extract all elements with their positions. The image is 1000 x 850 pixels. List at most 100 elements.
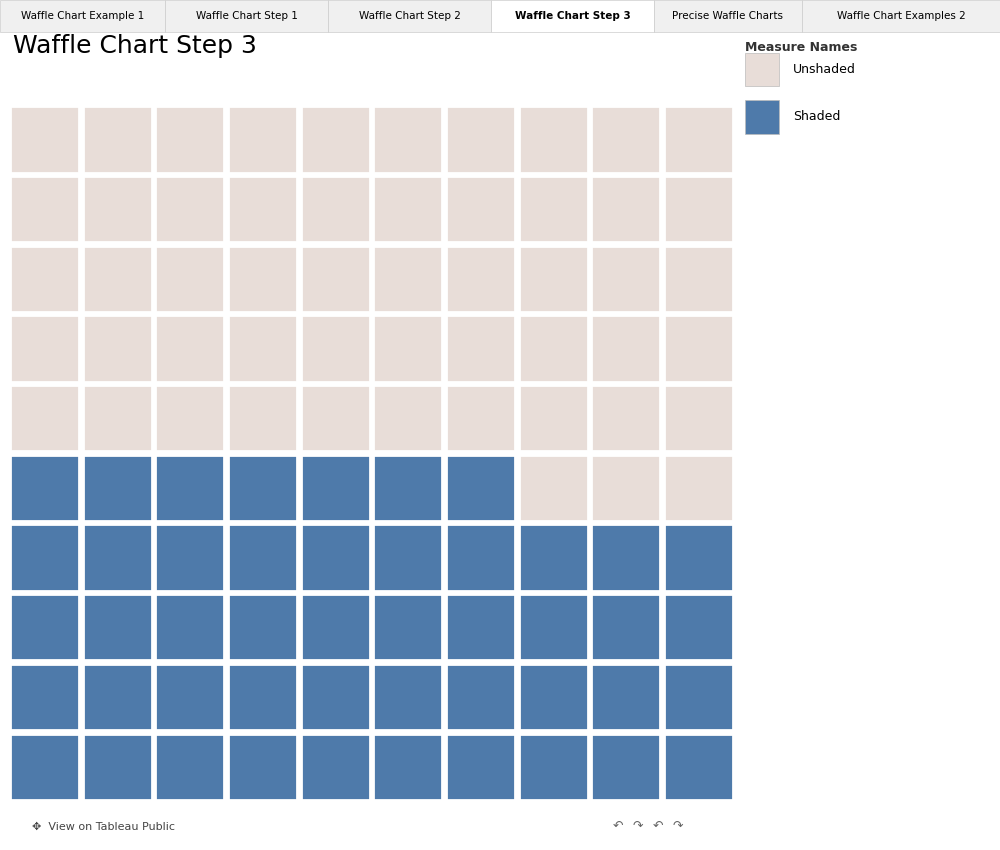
Bar [446,315,515,382]
Bar [10,594,79,660]
Text: ✥  View on Tableau Public: ✥ View on Tableau Public [32,822,175,831]
Bar [373,106,442,173]
Bar [373,594,442,660]
Bar [10,524,79,591]
Bar [10,385,79,451]
Bar [591,385,660,451]
Bar [491,0,654,32]
Text: Waffle Chart Step 3: Waffle Chart Step 3 [515,11,630,21]
Bar [83,524,152,591]
Bar [10,734,79,800]
Text: Waffle Chart Step 1: Waffle Chart Step 1 [196,11,297,21]
Bar [446,106,515,173]
Text: Waffle Chart Step 3: Waffle Chart Step 3 [13,34,257,58]
Bar [519,734,588,800]
Bar [165,0,328,32]
Bar [83,455,152,521]
Bar [155,664,224,730]
Bar [591,524,660,591]
Bar [155,385,224,451]
Bar [591,455,660,521]
Bar [591,246,660,312]
Bar [446,246,515,312]
Bar [664,176,733,242]
Bar [446,176,515,242]
Bar [10,455,79,521]
Text: Waffle Chart Example 1: Waffle Chart Example 1 [21,11,144,21]
Bar [10,664,79,730]
Bar [301,385,370,451]
Bar [155,524,224,591]
Text: ↷: ↷ [633,820,643,833]
Bar [519,664,588,730]
Bar [519,594,588,660]
Bar [301,734,370,800]
Bar [519,246,588,312]
Bar [373,385,442,451]
Bar [228,734,297,800]
Bar [373,734,442,800]
Bar [664,455,733,521]
Bar [745,100,779,133]
Bar [664,664,733,730]
Bar [745,53,779,86]
Text: ↷: ↷ [673,820,683,833]
Bar [802,0,1000,32]
Bar [446,455,515,521]
Text: Measure Names: Measure Names [745,41,857,54]
Bar [155,246,224,312]
Bar [373,315,442,382]
Bar [519,524,588,591]
Bar [664,385,733,451]
Bar [373,246,442,312]
Bar [228,246,297,312]
Bar [591,176,660,242]
Bar [446,664,515,730]
Bar [10,106,79,173]
Bar [10,246,79,312]
Bar [519,455,588,521]
Bar [83,734,152,800]
Bar [155,315,224,382]
Bar [83,385,152,451]
Bar [519,315,588,382]
Bar [228,385,297,451]
Text: Waffle Chart Step 2: Waffle Chart Step 2 [359,11,460,21]
Bar [228,524,297,591]
Bar [301,315,370,382]
Bar [10,315,79,382]
Bar [0,0,165,32]
Bar [301,455,370,521]
Bar [373,455,442,521]
Bar [155,594,224,660]
Bar [654,0,802,32]
Bar [519,106,588,173]
Bar [301,106,370,173]
Bar [591,734,660,800]
Bar [10,176,79,242]
Bar [373,664,442,730]
Bar [83,246,152,312]
Bar [301,176,370,242]
Bar [155,734,224,800]
Text: Unshaded: Unshaded [793,63,856,76]
Bar [446,524,515,591]
Bar [155,176,224,242]
Bar [664,246,733,312]
Text: Shaded: Shaded [793,110,840,123]
Bar [446,594,515,660]
Text: Waffle Chart Examples 2: Waffle Chart Examples 2 [837,11,965,21]
Bar [228,455,297,521]
Text: Precise Waffle Charts: Precise Waffle Charts [672,11,784,21]
Bar [446,734,515,800]
Bar [83,106,152,173]
Bar [301,664,370,730]
Bar [301,524,370,591]
Bar [155,455,224,521]
Bar [519,385,588,451]
Bar [83,315,152,382]
Bar [664,594,733,660]
Bar [591,315,660,382]
Bar [664,106,733,173]
Bar [591,594,660,660]
